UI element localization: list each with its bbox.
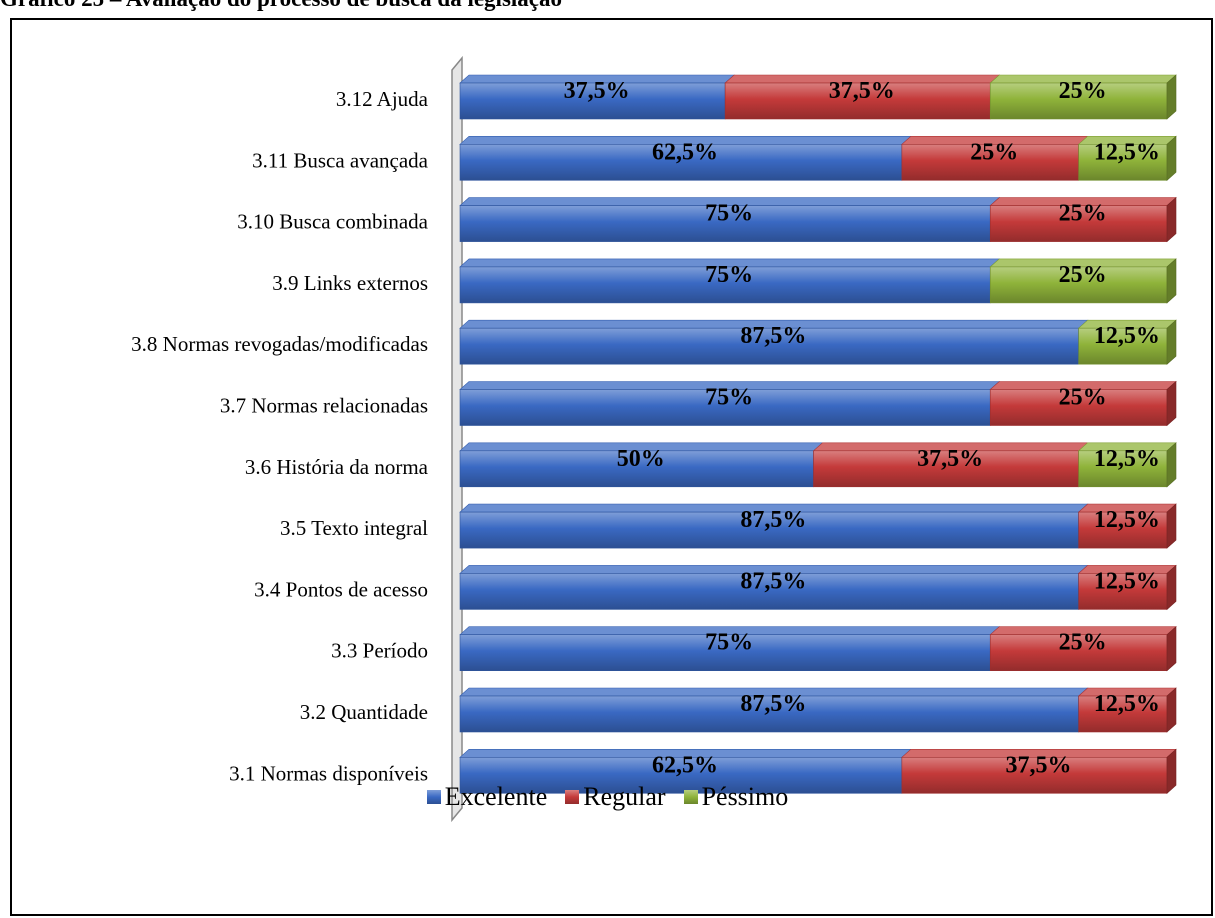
bar-segment-side: [1166, 442, 1177, 488]
bar-segment: [989, 82, 1168, 120]
bar-segment: [989, 205, 1168, 242]
data-label: 12,5%: [1094, 323, 1160, 349]
category-label: 3.3 Período: [331, 639, 428, 663]
bar-segment: [1078, 695, 1168, 733]
category-label: 3.10 Busca combinada: [237, 210, 428, 234]
bar-segment: [1078, 573, 1168, 610]
category-label: 3.9 Links externos: [272, 271, 428, 295]
bar-segment-side: [1166, 564, 1177, 611]
data-label: 12,5%: [1094, 568, 1160, 594]
bar-segment: [459, 450, 814, 488]
legend-label: Péssimo: [701, 782, 789, 811]
chart-depth-wall: [451, 55, 463, 823]
data-label: 87,5%: [740, 691, 806, 717]
data-label: 37,5%: [564, 78, 630, 104]
legend-swatch: [565, 790, 580, 804]
data-label: 75%: [705, 630, 753, 656]
bar-segment-side: [1166, 135, 1177, 181]
legend-label: Regular: [583, 782, 666, 811]
data-label: 75%: [705, 262, 753, 288]
bar-segment: [1078, 144, 1168, 181]
bar-segment: [459, 266, 991, 304]
data-label: 62,5%: [652, 752, 718, 778]
legend-swatch: [683, 790, 698, 804]
data-label: 12,5%: [1094, 139, 1160, 165]
category-label: 3.7 Normas relacionadas: [220, 394, 428, 418]
data-label: 37,5%: [1005, 752, 1071, 778]
bar-segment: [989, 389, 1168, 426]
data-label: 25%: [1059, 385, 1107, 411]
category-label: 3.5 Texto integral: [280, 516, 428, 540]
bar-segment: [989, 266, 1168, 304]
bar-segment: [459, 695, 1079, 733]
legend-swatch: [426, 790, 441, 804]
data-label: 12,5%: [1094, 446, 1160, 472]
bar-segment-side: [1166, 748, 1177, 794]
legend-label: Excelente: [444, 782, 548, 811]
data-label: 37,5%: [917, 446, 983, 472]
bar-segment-side: [1166, 74, 1177, 120]
category-label: 3.4 Pontos de acesso: [254, 577, 428, 601]
data-label: 87,5%: [740, 568, 806, 594]
bar-segment-side: [1166, 687, 1177, 733]
bar-segment: [459, 144, 903, 181]
bar-segment-side: [1166, 196, 1177, 243]
bar-segment-side: [1166, 503, 1177, 549]
data-label: 12,5%: [1094, 691, 1160, 717]
bar-segment: [724, 82, 991, 120]
legend-item: Péssimo: [683, 782, 789, 812]
bar-segment-side: [1166, 258, 1177, 304]
bar-segment-side: [1166, 319, 1177, 365]
category-label: 3.12 Ajuda: [336, 87, 429, 111]
data-label: 25%: [1059, 78, 1107, 104]
data-label: 62,5%: [652, 139, 718, 165]
legend-item: Regular: [565, 782, 666, 812]
bar-segment: [459, 756, 903, 794]
data-label: 25%: [1059, 201, 1107, 227]
data-label: 87,5%: [740, 323, 806, 349]
data-label: 25%: [1059, 630, 1107, 656]
category-label: 3.2 Quantidade: [300, 700, 428, 724]
bar-segment: [901, 756, 1168, 794]
category-label: 3.8 Normas revogadas/modificadas: [131, 332, 428, 356]
bar-segment: [813, 450, 1079, 488]
bar-segment-side: [1166, 626, 1177, 672]
bar-segment: [1078, 450, 1168, 488]
bar-segment-side: [1166, 380, 1177, 427]
data-label: 87,5%: [740, 507, 806, 533]
data-label: 75%: [705, 201, 753, 227]
legend-item: Excelente: [426, 782, 548, 812]
data-label: 25%: [1059, 262, 1107, 288]
bar-segment: [459, 389, 991, 426]
data-label: 75%: [705, 385, 753, 411]
chart-legend: Excelente Regular Péssimo: [0, 782, 1215, 812]
bar-segment: [901, 144, 1079, 181]
bar-segment: [1078, 327, 1168, 365]
bar-segment: [989, 634, 1168, 672]
bar-segment: [459, 634, 991, 672]
data-label: 37,5%: [829, 78, 895, 104]
data-label: 25%: [970, 139, 1018, 165]
category-label: 3.1 Normas disponíveis: [229, 761, 428, 785]
bar-segment: [459, 573, 1079, 610]
data-label: 50%: [617, 446, 665, 472]
bar-segment: [1078, 511, 1168, 549]
data-label: 12,5%: [1094, 507, 1160, 533]
bar-segment: [459, 205, 991, 242]
chart-title: Gráfico 25 – Avaliação do processo de bu…: [0, 0, 562, 12]
category-label: 3.11 Busca avançada: [252, 148, 429, 172]
category-label: 3.6 História da norma: [245, 455, 429, 479]
